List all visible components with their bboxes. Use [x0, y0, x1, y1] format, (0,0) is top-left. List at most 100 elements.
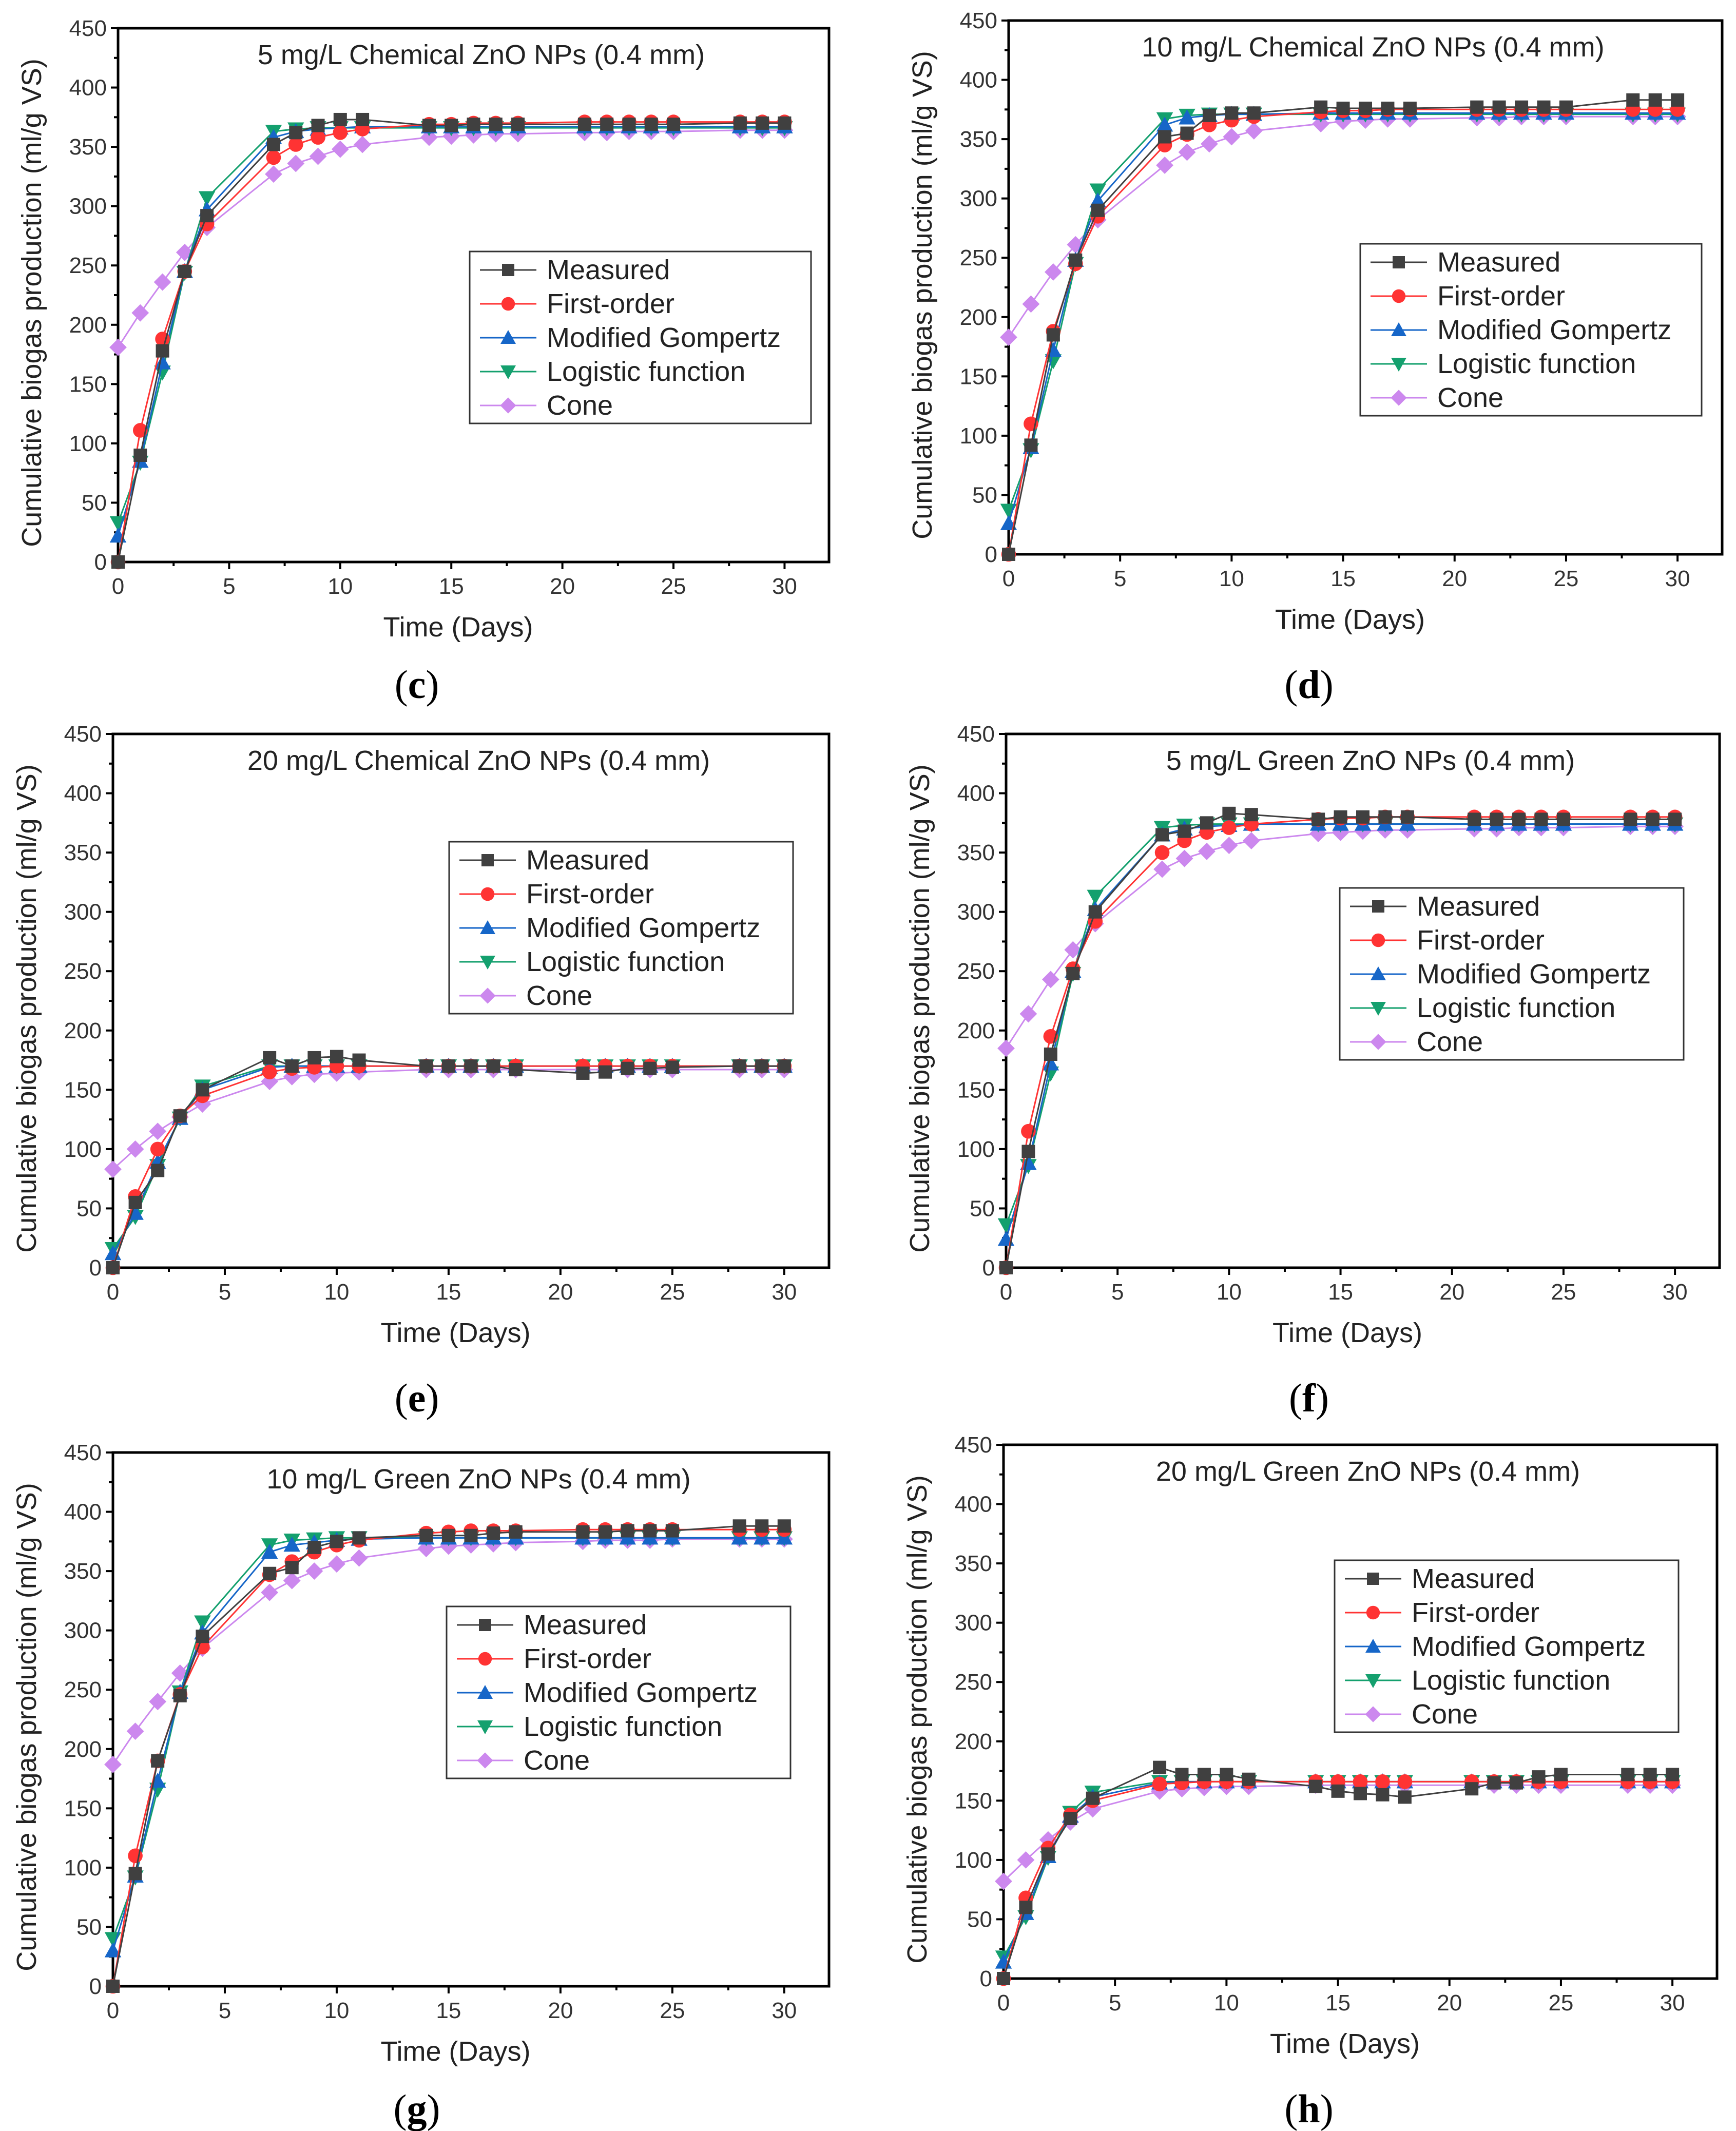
data-point [261, 1583, 279, 1601]
legend-marker [1366, 1605, 1380, 1620]
data-point [126, 1140, 144, 1158]
legend-entry: First-order [480, 288, 674, 319]
y-axis-label: Cumulative biogas production (ml/g VS) [16, 59, 47, 547]
data-point [1089, 183, 1106, 199]
data-point [198, 191, 216, 206]
legend-label: Logistic function [547, 356, 745, 387]
y-tick-label: 350 [64, 1559, 102, 1584]
chart-panel-d: 0 50 100 150 200 250 300 350 400 450 0 5 10 15 20 25 30 T… [907, 8, 1724, 635]
y-tick-label: 250 [64, 1677, 102, 1702]
legend-label: Cone [547, 390, 613, 421]
y-tick-label: 0 [89, 1255, 102, 1281]
legend-marker [1370, 1034, 1386, 1050]
series-measured [1002, 93, 1685, 561]
y-axis-label: Cumulative biogas production (ml/g VS) [11, 764, 42, 1252]
data-point [1069, 253, 1083, 267]
x-axis-label: Time (Days) [1272, 1318, 1422, 1348]
data-point [1244, 808, 1258, 822]
legend-entry: Modified Gompertz [1350, 959, 1651, 990]
series-measured [997, 1760, 1680, 1985]
y-tick-label: 200 [960, 305, 997, 330]
legend-entry: Measured [1345, 1563, 1535, 1594]
legend-marker [502, 264, 514, 276]
legend-label: Measured [526, 845, 649, 876]
legend-label: Measured [1417, 891, 1540, 922]
panel-label-e: (e) [395, 1376, 439, 1420]
data-point [305, 1562, 323, 1580]
data-point [1470, 100, 1484, 114]
data-point [576, 1525, 590, 1539]
x-tick-label: 10 [327, 574, 353, 599]
data-point [176, 243, 194, 261]
data-point [643, 1524, 657, 1538]
legend-marker [480, 920, 495, 934]
data-point [997, 1972, 1010, 1985]
x-tick-label: 10 [324, 1998, 349, 2023]
data-point [1222, 806, 1236, 820]
legend-label: Measured [547, 255, 670, 285]
data-point [1153, 860, 1171, 878]
data-point [285, 1561, 299, 1575]
x-axis-label: Time (Days) [381, 2036, 531, 2067]
x-tick-label: 10 [1214, 1990, 1239, 2016]
data-point [106, 1261, 120, 1274]
y-axis-label: Cumulative biogas production (ml/g VS) [904, 764, 935, 1252]
data-point [1022, 295, 1040, 313]
x-tick-label: 20 [550, 574, 575, 599]
x-tick-label: 10 [1217, 1280, 1242, 1305]
data-point [307, 1540, 321, 1554]
data-point [776, 1529, 793, 1545]
data-point [731, 1529, 748, 1545]
legend-label: Cone [524, 1745, 590, 1776]
x-axis-label: Time (Days) [381, 1318, 531, 1348]
legend-label: First-order [1412, 1597, 1539, 1628]
legend-entry: First-order [457, 1643, 651, 1674]
series-measured [106, 1519, 791, 1993]
x-tick-label: 20 [548, 1280, 573, 1305]
legend-marker [1391, 390, 1407, 406]
y-tick-label: 450 [957, 722, 995, 747]
y-tick-label: 250 [960, 245, 997, 270]
y-tick-label: 400 [64, 1500, 102, 1525]
data-point [1666, 1768, 1680, 1781]
y-tick-label: 150 [955, 1788, 992, 1813]
x-tick-label: 20 [548, 1998, 573, 2023]
data-point [999, 1261, 1013, 1274]
data-point [1242, 832, 1260, 849]
data-point [104, 1755, 122, 1773]
legend-label: Modified Gompertz [1412, 1631, 1646, 1662]
chart-title: 20 mg/L Green ZnO NPs (0.4 mm) [1156, 1456, 1580, 1487]
series-line [1002, 1780, 1673, 1979]
y-tick-label: 400 [955, 1492, 992, 1517]
data-point [196, 1630, 209, 1643]
y-tick-label: 100 [960, 423, 997, 449]
legend-marker [1365, 1639, 1381, 1653]
y-tick-label: 0 [89, 1974, 102, 1999]
data-point [1044, 1048, 1057, 1061]
x-tick-label: 5 [219, 1280, 231, 1305]
data-point [1512, 812, 1526, 826]
y-axis-label: Cumulative biogas production (ml/g VS) [902, 1475, 933, 1963]
x-tick-label: 5 [1114, 566, 1126, 591]
y-tick-label: 150 [69, 372, 107, 397]
panel-label-d: (d) [1284, 662, 1333, 707]
y-tick-label: 200 [64, 1737, 102, 1762]
data-point [132, 423, 148, 438]
data-point [307, 1051, 321, 1064]
data-point [149, 1693, 167, 1711]
data-point [445, 119, 458, 132]
data-point [1019, 1005, 1037, 1023]
data-point [487, 1526, 500, 1540]
y-axis-label: Cumulative biogas production (ml/g VS) [11, 1483, 42, 1971]
data-point [1220, 1768, 1233, 1781]
y-tick-label: 350 [69, 134, 107, 160]
data-point [111, 555, 125, 569]
data-point [283, 1572, 301, 1590]
data-point [1088, 905, 1102, 919]
data-point [1044, 263, 1062, 281]
data-point [1378, 810, 1392, 824]
data-point [487, 1059, 500, 1073]
y-tick-label: 0 [94, 550, 107, 575]
